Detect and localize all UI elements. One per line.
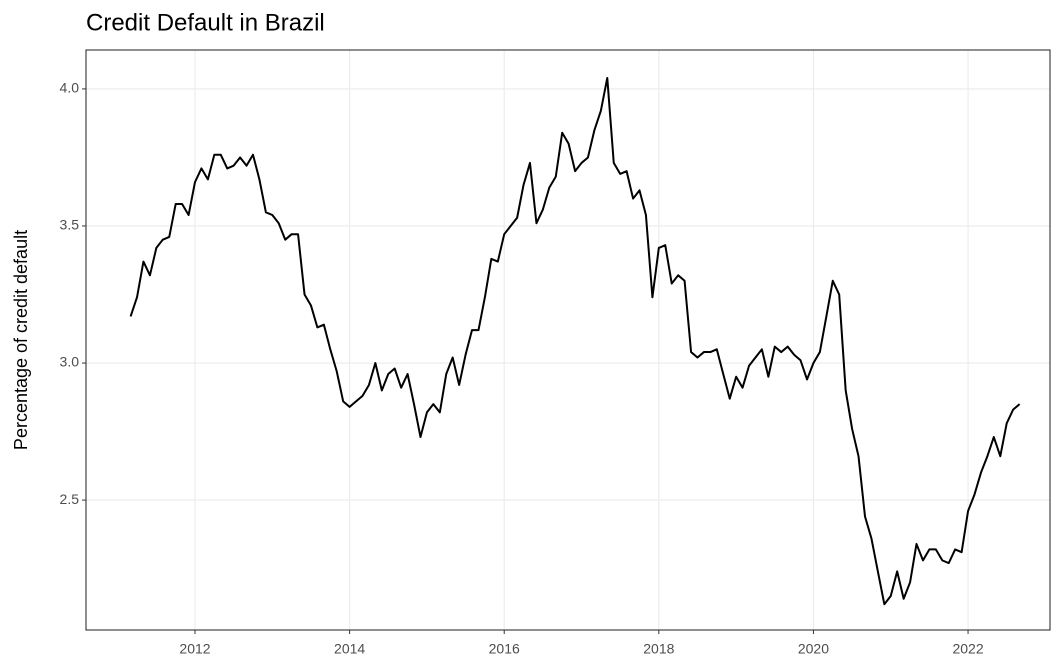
x-tick-label: 2020: [798, 641, 829, 657]
x-tick-label: 2014: [334, 641, 365, 657]
y-tick-label: 4.0: [60, 80, 80, 96]
y-axis-label: Percentage of credit default: [11, 230, 31, 450]
y-tick-label: 3.5: [60, 217, 80, 233]
y-tick-label: 2.5: [60, 491, 80, 507]
chart-title: Credit Default in Brazil: [86, 9, 325, 36]
x-tick-label: 2022: [952, 641, 983, 657]
plot-border: [85, 49, 1051, 631]
x-tick-label: 2012: [179, 641, 210, 657]
data-line: [129, 76, 1021, 606]
y-tick-label: 3.0: [60, 354, 80, 370]
x-tick-label: 2018: [643, 641, 674, 657]
x-tick-label: 2016: [489, 641, 520, 657]
